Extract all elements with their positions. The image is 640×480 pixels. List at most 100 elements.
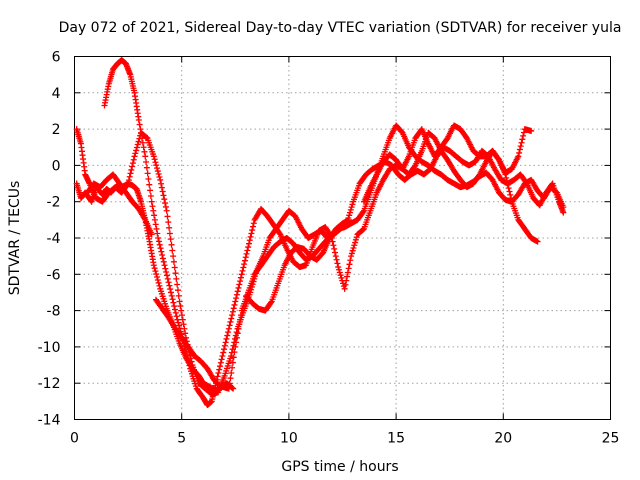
data-point bbox=[148, 198, 155, 205]
data-point bbox=[331, 245, 338, 252]
data-point bbox=[157, 245, 164, 252]
data-point bbox=[172, 270, 179, 277]
data-point bbox=[347, 257, 354, 264]
data-point bbox=[518, 139, 525, 146]
data-point bbox=[158, 184, 165, 191]
data-point bbox=[151, 212, 158, 219]
data-point bbox=[141, 148, 148, 155]
data-point bbox=[144, 170, 151, 177]
data-point bbox=[171, 303, 178, 310]
data-point bbox=[132, 150, 139, 157]
data-point bbox=[233, 295, 240, 302]
data-point bbox=[249, 281, 256, 288]
data-point bbox=[336, 266, 343, 273]
data-point bbox=[246, 237, 253, 244]
y-tick-label: -10 bbox=[38, 340, 61, 356]
data-point bbox=[175, 292, 182, 299]
x-tick-label: 0 bbox=[70, 431, 79, 447]
data-point bbox=[247, 233, 254, 240]
data-point bbox=[159, 188, 166, 195]
data-point bbox=[225, 329, 232, 336]
data-point bbox=[172, 309, 179, 316]
data-point bbox=[155, 279, 162, 286]
grid bbox=[74, 56, 611, 420]
data-point bbox=[130, 156, 137, 163]
data-point bbox=[231, 339, 238, 346]
data-point bbox=[252, 273, 259, 280]
data-point bbox=[184, 352, 191, 359]
y-tick-label: -12 bbox=[38, 376, 61, 392]
data-point bbox=[236, 281, 243, 288]
data-point bbox=[167, 289, 174, 296]
data-point bbox=[143, 158, 150, 165]
data-point bbox=[508, 195, 515, 202]
data-point bbox=[129, 163, 136, 170]
data-point bbox=[335, 264, 342, 271]
data-point bbox=[152, 221, 159, 228]
data-point bbox=[516, 146, 523, 153]
data-point bbox=[214, 373, 221, 380]
data-point bbox=[160, 258, 167, 265]
data-point bbox=[338, 274, 345, 281]
data-point bbox=[163, 272, 170, 279]
data-point bbox=[154, 230, 161, 237]
data-point bbox=[227, 375, 234, 382]
data-point bbox=[336, 269, 343, 276]
data-point bbox=[150, 262, 157, 269]
data-point bbox=[267, 299, 274, 306]
data-point bbox=[230, 305, 237, 312]
data-point bbox=[235, 284, 242, 291]
data-point bbox=[232, 335, 239, 342]
data-series bbox=[73, 57, 567, 408]
data-point bbox=[233, 291, 240, 298]
data-point bbox=[154, 274, 161, 281]
data-point bbox=[161, 262, 168, 269]
x-tick-label: 25 bbox=[602, 431, 620, 447]
data-point bbox=[171, 264, 178, 271]
data-point bbox=[242, 254, 249, 261]
plot-frame bbox=[74, 56, 611, 420]
data-point bbox=[231, 301, 238, 308]
data-point bbox=[225, 325, 232, 332]
data-point bbox=[240, 264, 247, 271]
data-point bbox=[131, 153, 138, 160]
data-point bbox=[148, 231, 155, 238]
data-point bbox=[169, 296, 176, 303]
data-point bbox=[241, 257, 248, 264]
data-point bbox=[147, 187, 154, 194]
data-point bbox=[174, 316, 181, 323]
data-point bbox=[241, 261, 248, 268]
data-point bbox=[249, 223, 256, 230]
data-point bbox=[353, 234, 360, 241]
data-point bbox=[136, 121, 143, 128]
data-point bbox=[351, 242, 358, 249]
data-point bbox=[174, 281, 181, 288]
data-point bbox=[520, 132, 527, 139]
data-point bbox=[169, 247, 176, 254]
data-point bbox=[164, 213, 171, 220]
data-point bbox=[151, 265, 158, 272]
data-point bbox=[156, 282, 163, 289]
data-point bbox=[167, 286, 174, 293]
data-point bbox=[178, 312, 185, 319]
series-track-b bbox=[73, 126, 567, 398]
data-point bbox=[155, 171, 162, 178]
data-point bbox=[360, 208, 367, 215]
data-point bbox=[158, 180, 165, 187]
data-point bbox=[156, 241, 163, 248]
data-point bbox=[228, 369, 235, 376]
data-point bbox=[178, 307, 185, 314]
data-point bbox=[504, 178, 511, 185]
data-point bbox=[152, 159, 159, 166]
data-point bbox=[170, 258, 177, 265]
data-point bbox=[220, 349, 227, 356]
data-point bbox=[162, 200, 169, 207]
y-tick-label: -4 bbox=[47, 231, 61, 247]
data-point bbox=[519, 136, 526, 143]
data-point bbox=[129, 160, 136, 167]
data-point bbox=[180, 321, 187, 328]
data-point bbox=[528, 127, 535, 134]
data-point bbox=[161, 196, 168, 203]
data-point bbox=[170, 253, 177, 260]
